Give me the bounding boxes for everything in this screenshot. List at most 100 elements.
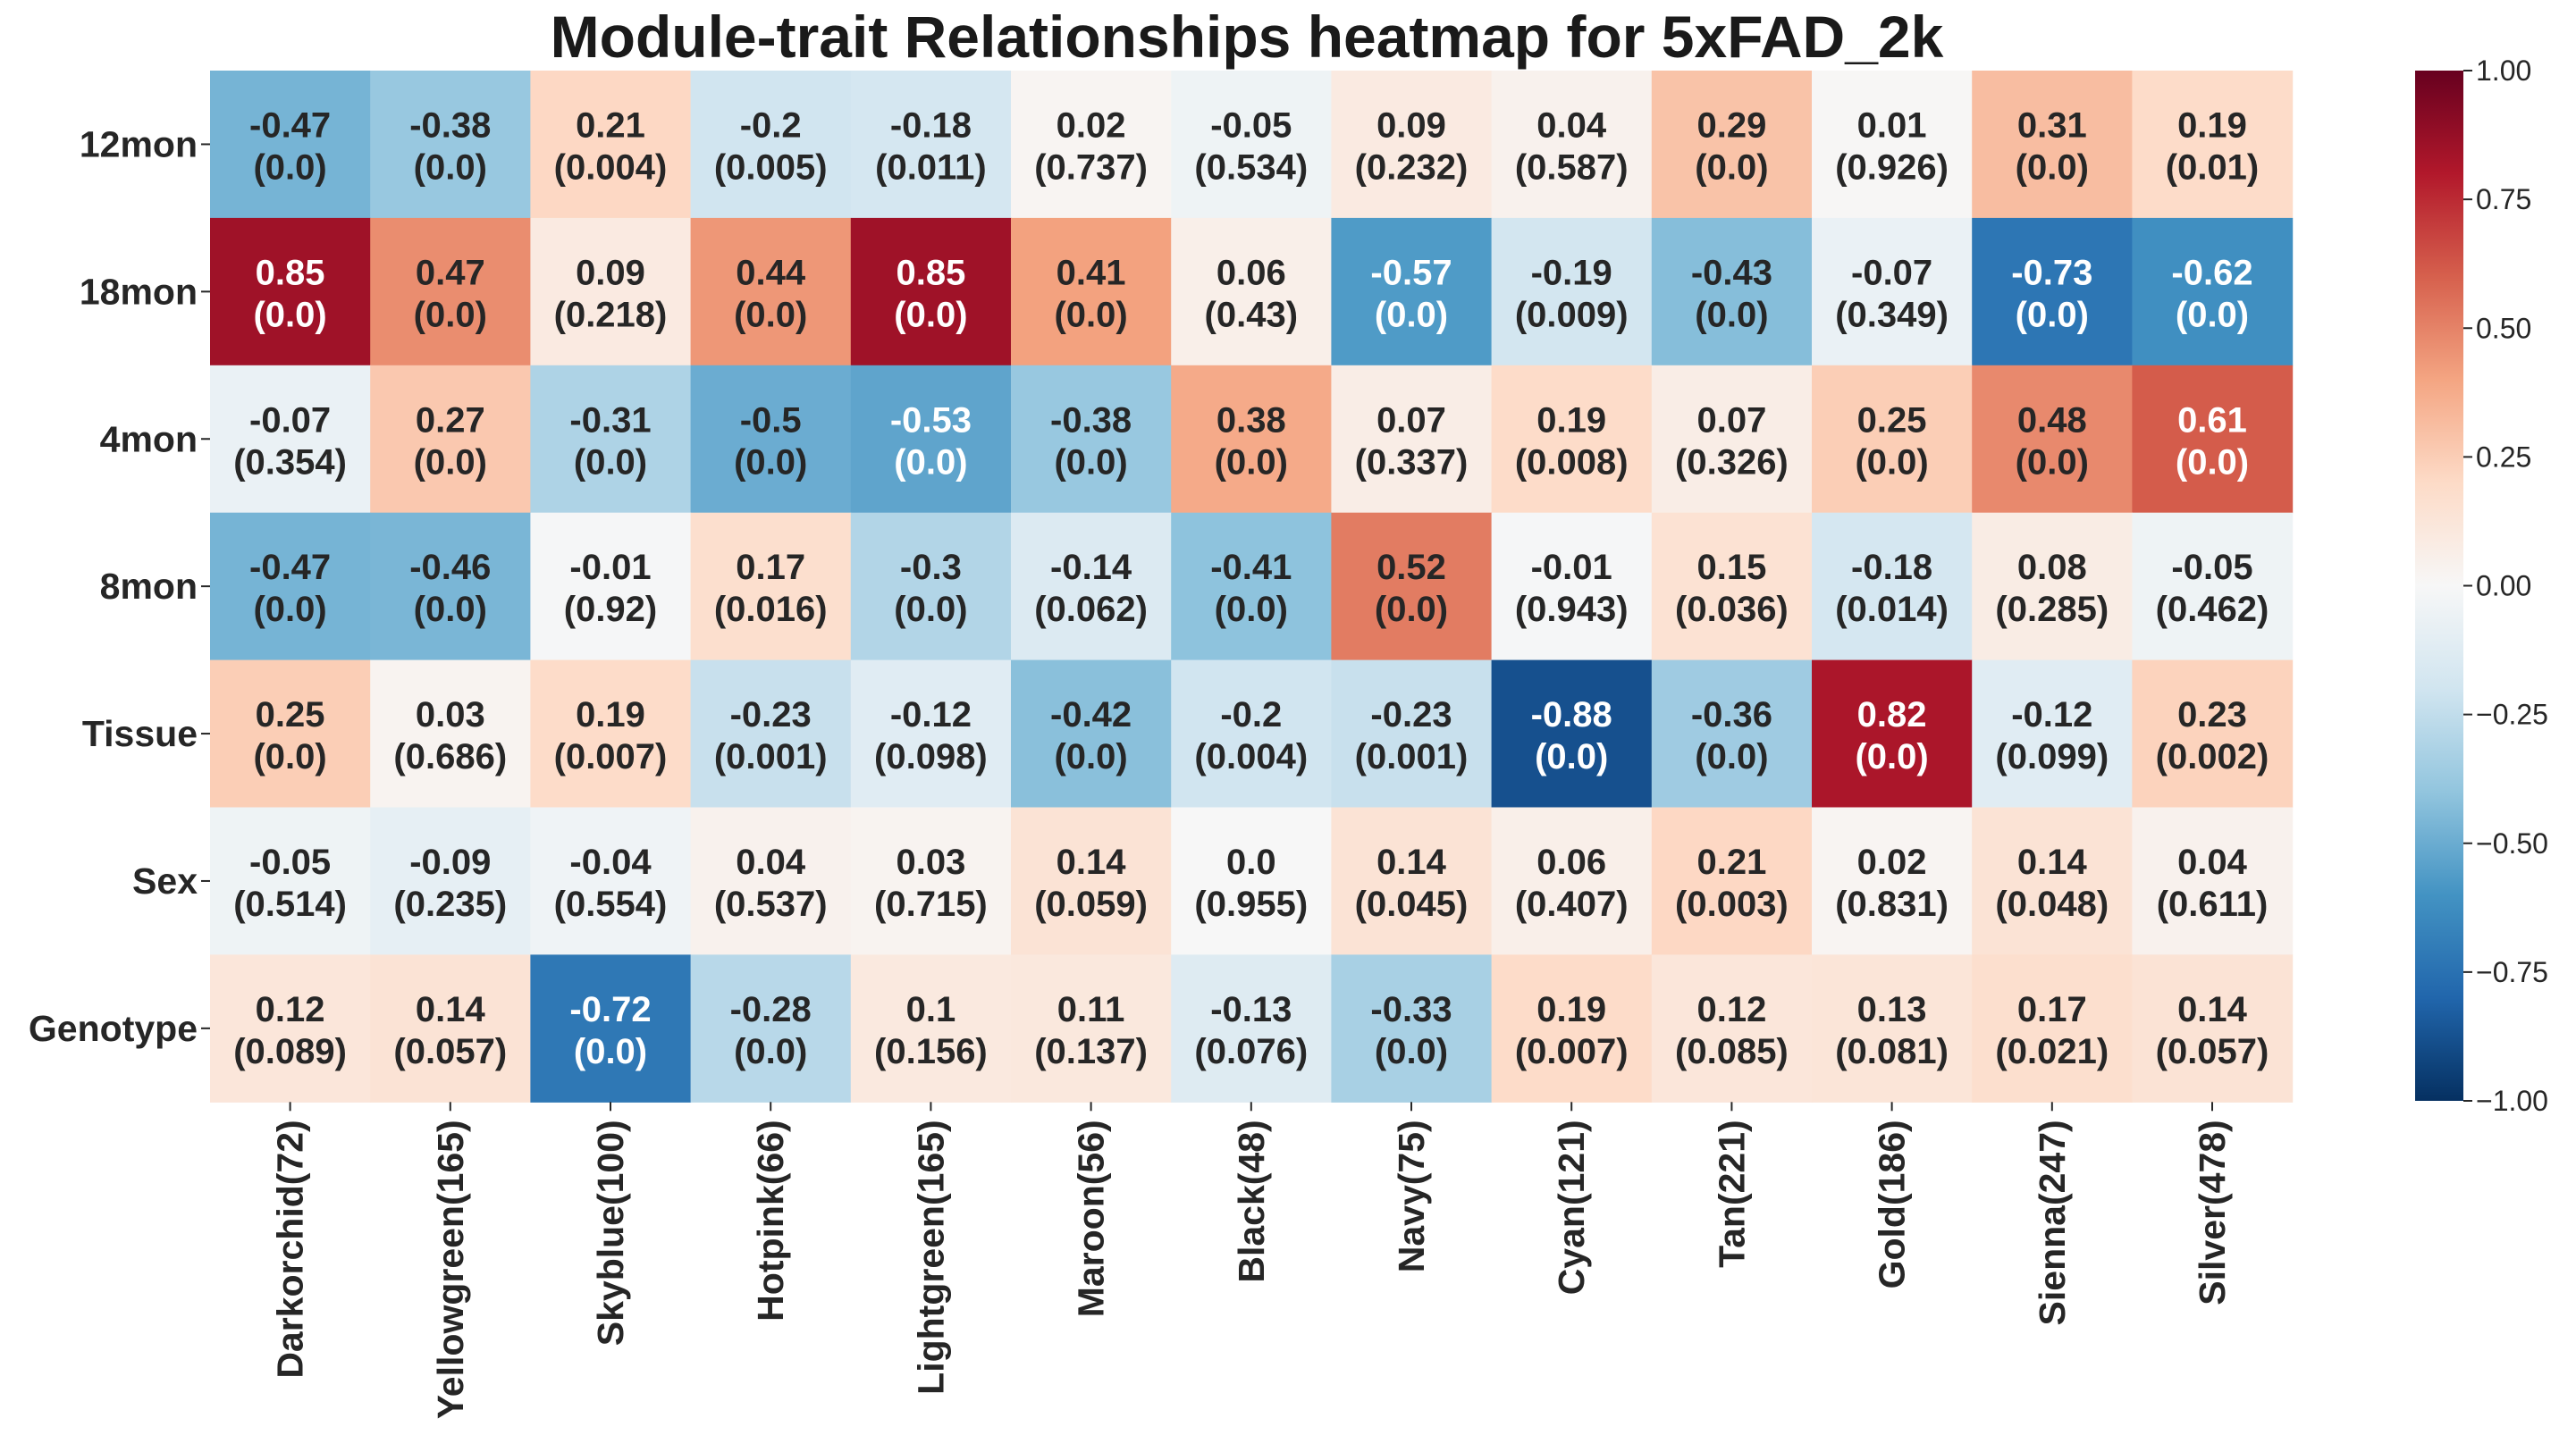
row-label: 8mon (100, 566, 198, 607)
cell-pvalue-label: (0.218) (554, 295, 668, 334)
cell-value-label: -0.23 (730, 695, 812, 734)
cell-value-label: 0.06 (1536, 843, 1606, 882)
row-label: Tissue (82, 713, 198, 754)
cell-value-label: -0.57 (1370, 253, 1452, 292)
heatmap-cell (1171, 512, 1332, 661)
heatmap-cell (1491, 365, 1653, 514)
colorbar-tick-label: −0.75 (2476, 956, 2548, 988)
cell-pvalue-label: (0.089) (233, 1032, 347, 1071)
cell-value-label: 0.04 (736, 843, 806, 882)
cell-value-label: -0.53 (890, 400, 972, 440)
cell-value-label: -0.38 (409, 105, 491, 145)
cell-pvalue-label: (0.011) (875, 147, 987, 187)
heatmap-cell (210, 512, 371, 661)
cell-value-label: -0.3 (900, 548, 962, 587)
cell-value-label: 0.23 (2177, 695, 2247, 734)
cell-value-label: 0.06 (1216, 253, 1286, 292)
column-label: Cyan(121) (1551, 1120, 1592, 1295)
colorbar-gradient (2415, 71, 2463, 1101)
cell-pvalue-label: (0.326) (1675, 442, 1789, 482)
cell-pvalue-label: (0.0) (2016, 442, 2089, 482)
cell-pvalue-label: (0.235) (393, 885, 507, 924)
cell-pvalue-label: (0.0) (414, 147, 487, 187)
cell-value-label: -0.18 (1851, 548, 1932, 587)
cell-pvalue-label: (0.01) (2166, 147, 2260, 187)
cell-pvalue-label: (0.0) (1054, 295, 1127, 334)
column-label: Hotpink(66) (750, 1120, 791, 1322)
cell-pvalue-label: (0.0) (414, 590, 487, 629)
cell-pvalue-label: (0.007) (1515, 1032, 1629, 1071)
cell-pvalue-label: (0.0) (734, 442, 807, 482)
cell-pvalue-label: (0.0) (894, 590, 967, 629)
heatmap-cell (370, 365, 531, 514)
heatmap-cell (2132, 954, 2294, 1103)
heatmap-cell (1331, 217, 1493, 366)
cell-value-label: 0.85 (256, 253, 325, 292)
cell-value-label: -0.07 (1851, 253, 1932, 292)
heatmap-cell (850, 365, 1012, 514)
heatmap-cell (850, 659, 1012, 809)
cell-value-label: 0.19 (1536, 990, 1606, 1029)
heatmap-cell (530, 807, 692, 955)
cell-pvalue-label: (0.0) (1215, 442, 1288, 482)
heatmap-cell (1331, 71, 1493, 219)
cell-value-label: 0.38 (1216, 400, 1286, 440)
heatmap-cell (690, 512, 852, 661)
cell-value-label: -0.38 (1050, 400, 1132, 440)
heatmap-cell (850, 807, 1012, 955)
cell-pvalue-label: (0.004) (554, 147, 668, 187)
cell-pvalue-label: (0.611) (2157, 885, 2269, 924)
heatmap-cell (1011, 807, 1172, 955)
cell-pvalue-label: (0.534) (1194, 147, 1308, 187)
column-label: Silver(478) (2192, 1120, 2233, 1305)
cell-pvalue-label: (0.0) (253, 295, 326, 334)
cell-value-label: 0.03 (416, 695, 485, 734)
cell-value-label: -0.05 (1210, 105, 1292, 145)
heatmap-cell (1331, 365, 1493, 514)
heatmap-cell (690, 807, 852, 955)
heatmap-cell (530, 71, 692, 219)
cell-pvalue-label: (0.048) (1995, 885, 2109, 924)
cell-pvalue-label: (0.715) (874, 885, 988, 924)
cell-pvalue-label: (0.156) (874, 1032, 988, 1071)
colorbar-tick-label: 1.00 (2476, 55, 2531, 87)
heatmap-cell (1491, 512, 1653, 661)
cell-pvalue-label: (0.137) (1034, 1032, 1148, 1071)
heatmap-cell (2132, 659, 2294, 809)
heatmap-cell (2132, 217, 2294, 366)
cell-value-label: -0.72 (569, 990, 651, 1029)
cell-pvalue-label: (0.007) (554, 737, 668, 776)
heatmap-cell (1651, 659, 1813, 809)
row-label: 4mon (100, 418, 198, 459)
cell-value-label: -0.28 (730, 990, 812, 1029)
colorbar-tick-label: 0.00 (2476, 570, 2531, 602)
cell-value-label: 0.19 (1536, 400, 1606, 440)
cell-value-label: 0.52 (1376, 548, 1446, 587)
row-label: 12mon (80, 123, 198, 164)
cell-value-label: -0.43 (1691, 253, 1772, 292)
cell-pvalue-label: (0.0) (1375, 295, 1448, 334)
heatmap-cell (1331, 807, 1493, 955)
cell-value-label: 0.07 (1696, 400, 1766, 440)
cell-pvalue-label: (0.045) (1355, 885, 1469, 924)
heatmap-cell (1491, 659, 1653, 809)
cell-pvalue-label: (0.0) (1054, 737, 1127, 776)
heatmap-cells: -0.47(0.0)-0.38(0.0)0.21(0.004)-0.2(0.00… (210, 71, 2294, 1103)
cell-pvalue-label: (0.554) (554, 885, 668, 924)
heatmap-cell (1972, 659, 2133, 809)
cell-pvalue-label: (0.008) (1515, 442, 1629, 482)
cell-pvalue-label: (0.407) (1515, 885, 1629, 924)
heatmap-cell (210, 659, 371, 809)
heatmap-cell (2132, 512, 2294, 661)
cell-pvalue-label: (0.062) (1034, 590, 1148, 629)
cell-pvalue-label: (0.514) (233, 885, 347, 924)
cell-value-label: -0.41 (1210, 548, 1292, 587)
cell-pvalue-label: (0.099) (1995, 737, 2109, 776)
heatmap-cell (1651, 217, 1813, 366)
colorbar-tick-label: 0.75 (2476, 183, 2531, 215)
colorbar-tick-label: −0.25 (2476, 699, 2548, 731)
heatmap-cell (1812, 659, 1973, 809)
cell-pvalue-label: (0.003) (1675, 885, 1789, 924)
cell-pvalue-label: (0.0) (2016, 147, 2089, 187)
colorbar-tick-label: −1.00 (2476, 1085, 2548, 1117)
